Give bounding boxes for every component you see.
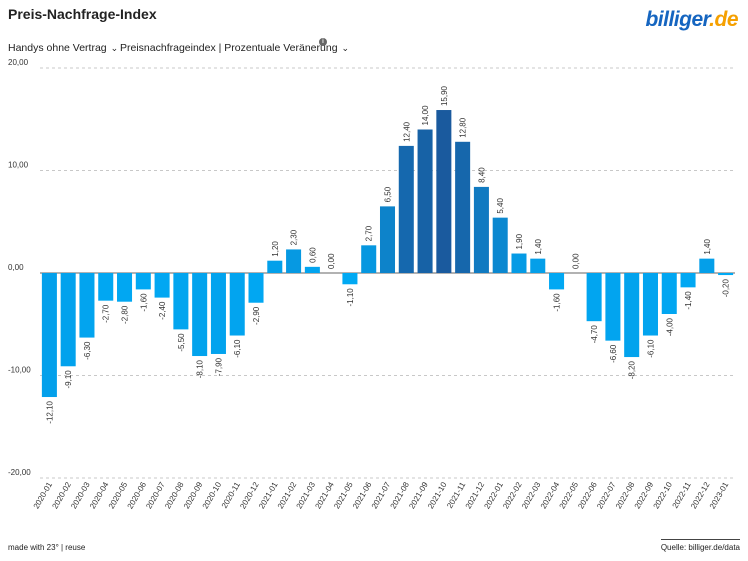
source-credit[interactable]: Quelle: billiger.de/data — [660, 539, 740, 552]
bar — [549, 273, 565, 290]
data-label: -6,60 — [609, 344, 618, 363]
bar — [661, 273, 677, 314]
data-label: 1,90 — [515, 233, 524, 249]
data-label: 12,40 — [402, 121, 411, 142]
bar — [98, 273, 114, 301]
data-label: 1,20 — [271, 241, 280, 257]
data-label: 5,40 — [496, 198, 505, 214]
metric-dropdown[interactable]: Preisnachfrageindex | Prozentuale Veräne… — [120, 42, 349, 54]
bar — [135, 273, 151, 290]
made-with-credit[interactable]: made with 23° | reuse — [8, 543, 86, 552]
data-label: -1,60 — [553, 293, 562, 312]
bar — [304, 266, 320, 273]
data-label: 8,40 — [477, 167, 486, 183]
data-label: 0,00 — [327, 253, 336, 269]
category-dropdown[interactable]: Handys ohne Vertrag ⌄ — [8, 42, 118, 54]
bar — [398, 145, 414, 273]
data-label: 1,40 — [534, 239, 543, 255]
data-label: -2,80 — [121, 305, 130, 324]
data-label: -8,20 — [628, 360, 637, 379]
data-label: -4,70 — [590, 325, 599, 344]
data-label: -2,70 — [102, 304, 111, 323]
bar — [586, 273, 602, 322]
data-label: -7,90 — [214, 357, 223, 376]
bar — [680, 273, 696, 288]
y-tick-label: 10,00 — [8, 161, 29, 170]
bar — [530, 258, 546, 273]
bar — [342, 273, 358, 285]
bar — [60, 273, 76, 367]
y-tick-label: 0,00 — [8, 263, 24, 272]
data-label: -6,10 — [646, 339, 655, 358]
bar — [699, 258, 715, 273]
data-label: -1,40 — [684, 291, 693, 310]
billiger-logo[interactable]: billiger.de — [645, 8, 738, 32]
chevron-down-icon: ⌄ — [341, 42, 350, 53]
bar — [436, 110, 452, 274]
bar — [117, 273, 133, 302]
bar — [79, 273, 95, 338]
data-label: 12,80 — [459, 117, 468, 138]
bar — [173, 273, 189, 330]
bar — [473, 186, 489, 273]
bar — [361, 245, 377, 273]
data-label: 6,50 — [384, 186, 393, 202]
data-label: -8,10 — [196, 359, 205, 378]
data-label: 14,00 — [421, 105, 430, 126]
category-dropdown-label: Handys ohne Vertrag — [8, 42, 107, 54]
metric-dropdown-label: Preisnachfrageindex | Prozentuale Veräne… — [120, 42, 338, 54]
y-tick-label: 20,00 — [8, 58, 29, 67]
bar — [286, 249, 302, 273]
data-label: -1,60 — [139, 293, 148, 312]
bar — [455, 141, 471, 273]
data-label: 15,90 — [440, 85, 449, 106]
data-label: -12,10 — [45, 400, 54, 423]
data-label: -4,00 — [665, 317, 674, 336]
bar — [605, 273, 621, 341]
data-label: -2,90 — [252, 306, 261, 325]
bar — [718, 273, 734, 276]
y-tick-label: -20,00 — [8, 468, 31, 477]
bar — [492, 217, 508, 273]
bar — [624, 273, 640, 358]
bar — [210, 273, 226, 354]
y-tick-label: -10,00 — [8, 366, 31, 375]
data-label: -6,10 — [233, 339, 242, 358]
data-label: 2,30 — [290, 229, 299, 245]
bar — [41, 273, 57, 398]
chevron-down-icon: ⌄ — [110, 42, 119, 53]
bar — [248, 273, 264, 303]
bar — [511, 253, 527, 273]
data-label: -5,50 — [177, 333, 186, 352]
data-label: -1,10 — [346, 288, 355, 307]
logo-tld-text: .de — [709, 8, 738, 31]
data-label: -0,20 — [722, 278, 731, 297]
data-label: 1,40 — [703, 239, 712, 255]
bar — [642, 273, 658, 336]
bar — [192, 273, 208, 357]
data-label: -2,40 — [158, 301, 167, 320]
bar — [154, 273, 170, 298]
bar — [229, 273, 245, 336]
bar — [267, 260, 283, 273]
page-title: Preis-Nachfrage-Index — [8, 6, 157, 22]
data-label: -6,30 — [83, 341, 92, 360]
data-label: 2,70 — [365, 225, 374, 241]
bar — [417, 129, 433, 273]
data-label: -9,10 — [64, 370, 73, 389]
x-tick-label: 2023-01 — [708, 480, 731, 510]
info-icon[interactable]: i — [319, 38, 327, 46]
bar — [379, 206, 396, 273]
data-label: 0,00 — [571, 253, 580, 269]
logo-main-text: billiger — [645, 8, 710, 31]
data-label: 0,60 — [308, 247, 317, 263]
